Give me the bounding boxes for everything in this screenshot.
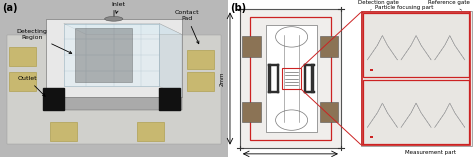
Bar bbox=[266, 25, 318, 132]
Text: Outlet: Outlet bbox=[18, 76, 45, 96]
Text: Inlet: Inlet bbox=[111, 2, 125, 13]
Bar bbox=[268, 64, 279, 66]
Text: Detecting
Region: Detecting Region bbox=[17, 29, 72, 53]
Polygon shape bbox=[435, 103, 465, 127]
Text: Particle focusing part: Particle focusing part bbox=[375, 5, 434, 10]
Polygon shape bbox=[401, 35, 431, 60]
Bar bbox=[363, 80, 469, 144]
Polygon shape bbox=[7, 35, 221, 144]
Bar bbox=[277, 64, 279, 93]
Bar bbox=[371, 69, 374, 71]
Polygon shape bbox=[64, 24, 159, 86]
Polygon shape bbox=[159, 88, 180, 110]
Polygon shape bbox=[159, 24, 182, 97]
Polygon shape bbox=[9, 72, 36, 91]
Polygon shape bbox=[46, 97, 182, 110]
Bar bbox=[268, 91, 279, 93]
Polygon shape bbox=[64, 24, 182, 35]
Ellipse shape bbox=[105, 16, 123, 21]
Bar bbox=[362, 12, 470, 145]
Bar bbox=[242, 102, 261, 122]
Bar bbox=[282, 68, 301, 89]
Bar bbox=[250, 17, 331, 140]
Bar bbox=[311, 64, 314, 93]
Polygon shape bbox=[9, 47, 36, 66]
Bar bbox=[371, 136, 374, 138]
Text: Reference gate: Reference gate bbox=[428, 0, 470, 10]
Polygon shape bbox=[284, 37, 299, 120]
Polygon shape bbox=[43, 88, 64, 110]
Text: 2mm: 2mm bbox=[220, 71, 225, 86]
Polygon shape bbox=[46, 19, 182, 97]
Text: (a): (a) bbox=[2, 3, 18, 13]
Text: Measurement part: Measurement part bbox=[405, 150, 456, 155]
Bar bbox=[361, 11, 472, 146]
Polygon shape bbox=[187, 50, 214, 69]
Text: Detection gate: Detection gate bbox=[358, 0, 399, 10]
Polygon shape bbox=[401, 103, 431, 127]
Polygon shape bbox=[187, 72, 214, 91]
Circle shape bbox=[275, 27, 308, 47]
Bar bbox=[363, 13, 469, 77]
Bar bbox=[240, 9, 341, 148]
Polygon shape bbox=[137, 122, 164, 141]
Circle shape bbox=[275, 110, 308, 130]
Bar bbox=[320, 36, 338, 57]
Polygon shape bbox=[367, 35, 398, 60]
Polygon shape bbox=[50, 122, 77, 141]
Bar bbox=[320, 102, 338, 122]
Polygon shape bbox=[367, 103, 398, 127]
Polygon shape bbox=[435, 35, 465, 60]
Bar bbox=[242, 36, 261, 57]
Polygon shape bbox=[75, 28, 132, 82]
Text: Contact
Pad: Contact Pad bbox=[174, 10, 199, 44]
Bar bbox=[268, 64, 271, 93]
Bar bbox=[304, 64, 306, 93]
Bar bbox=[304, 91, 315, 93]
Bar bbox=[304, 64, 315, 66]
Text: (b): (b) bbox=[230, 3, 246, 13]
